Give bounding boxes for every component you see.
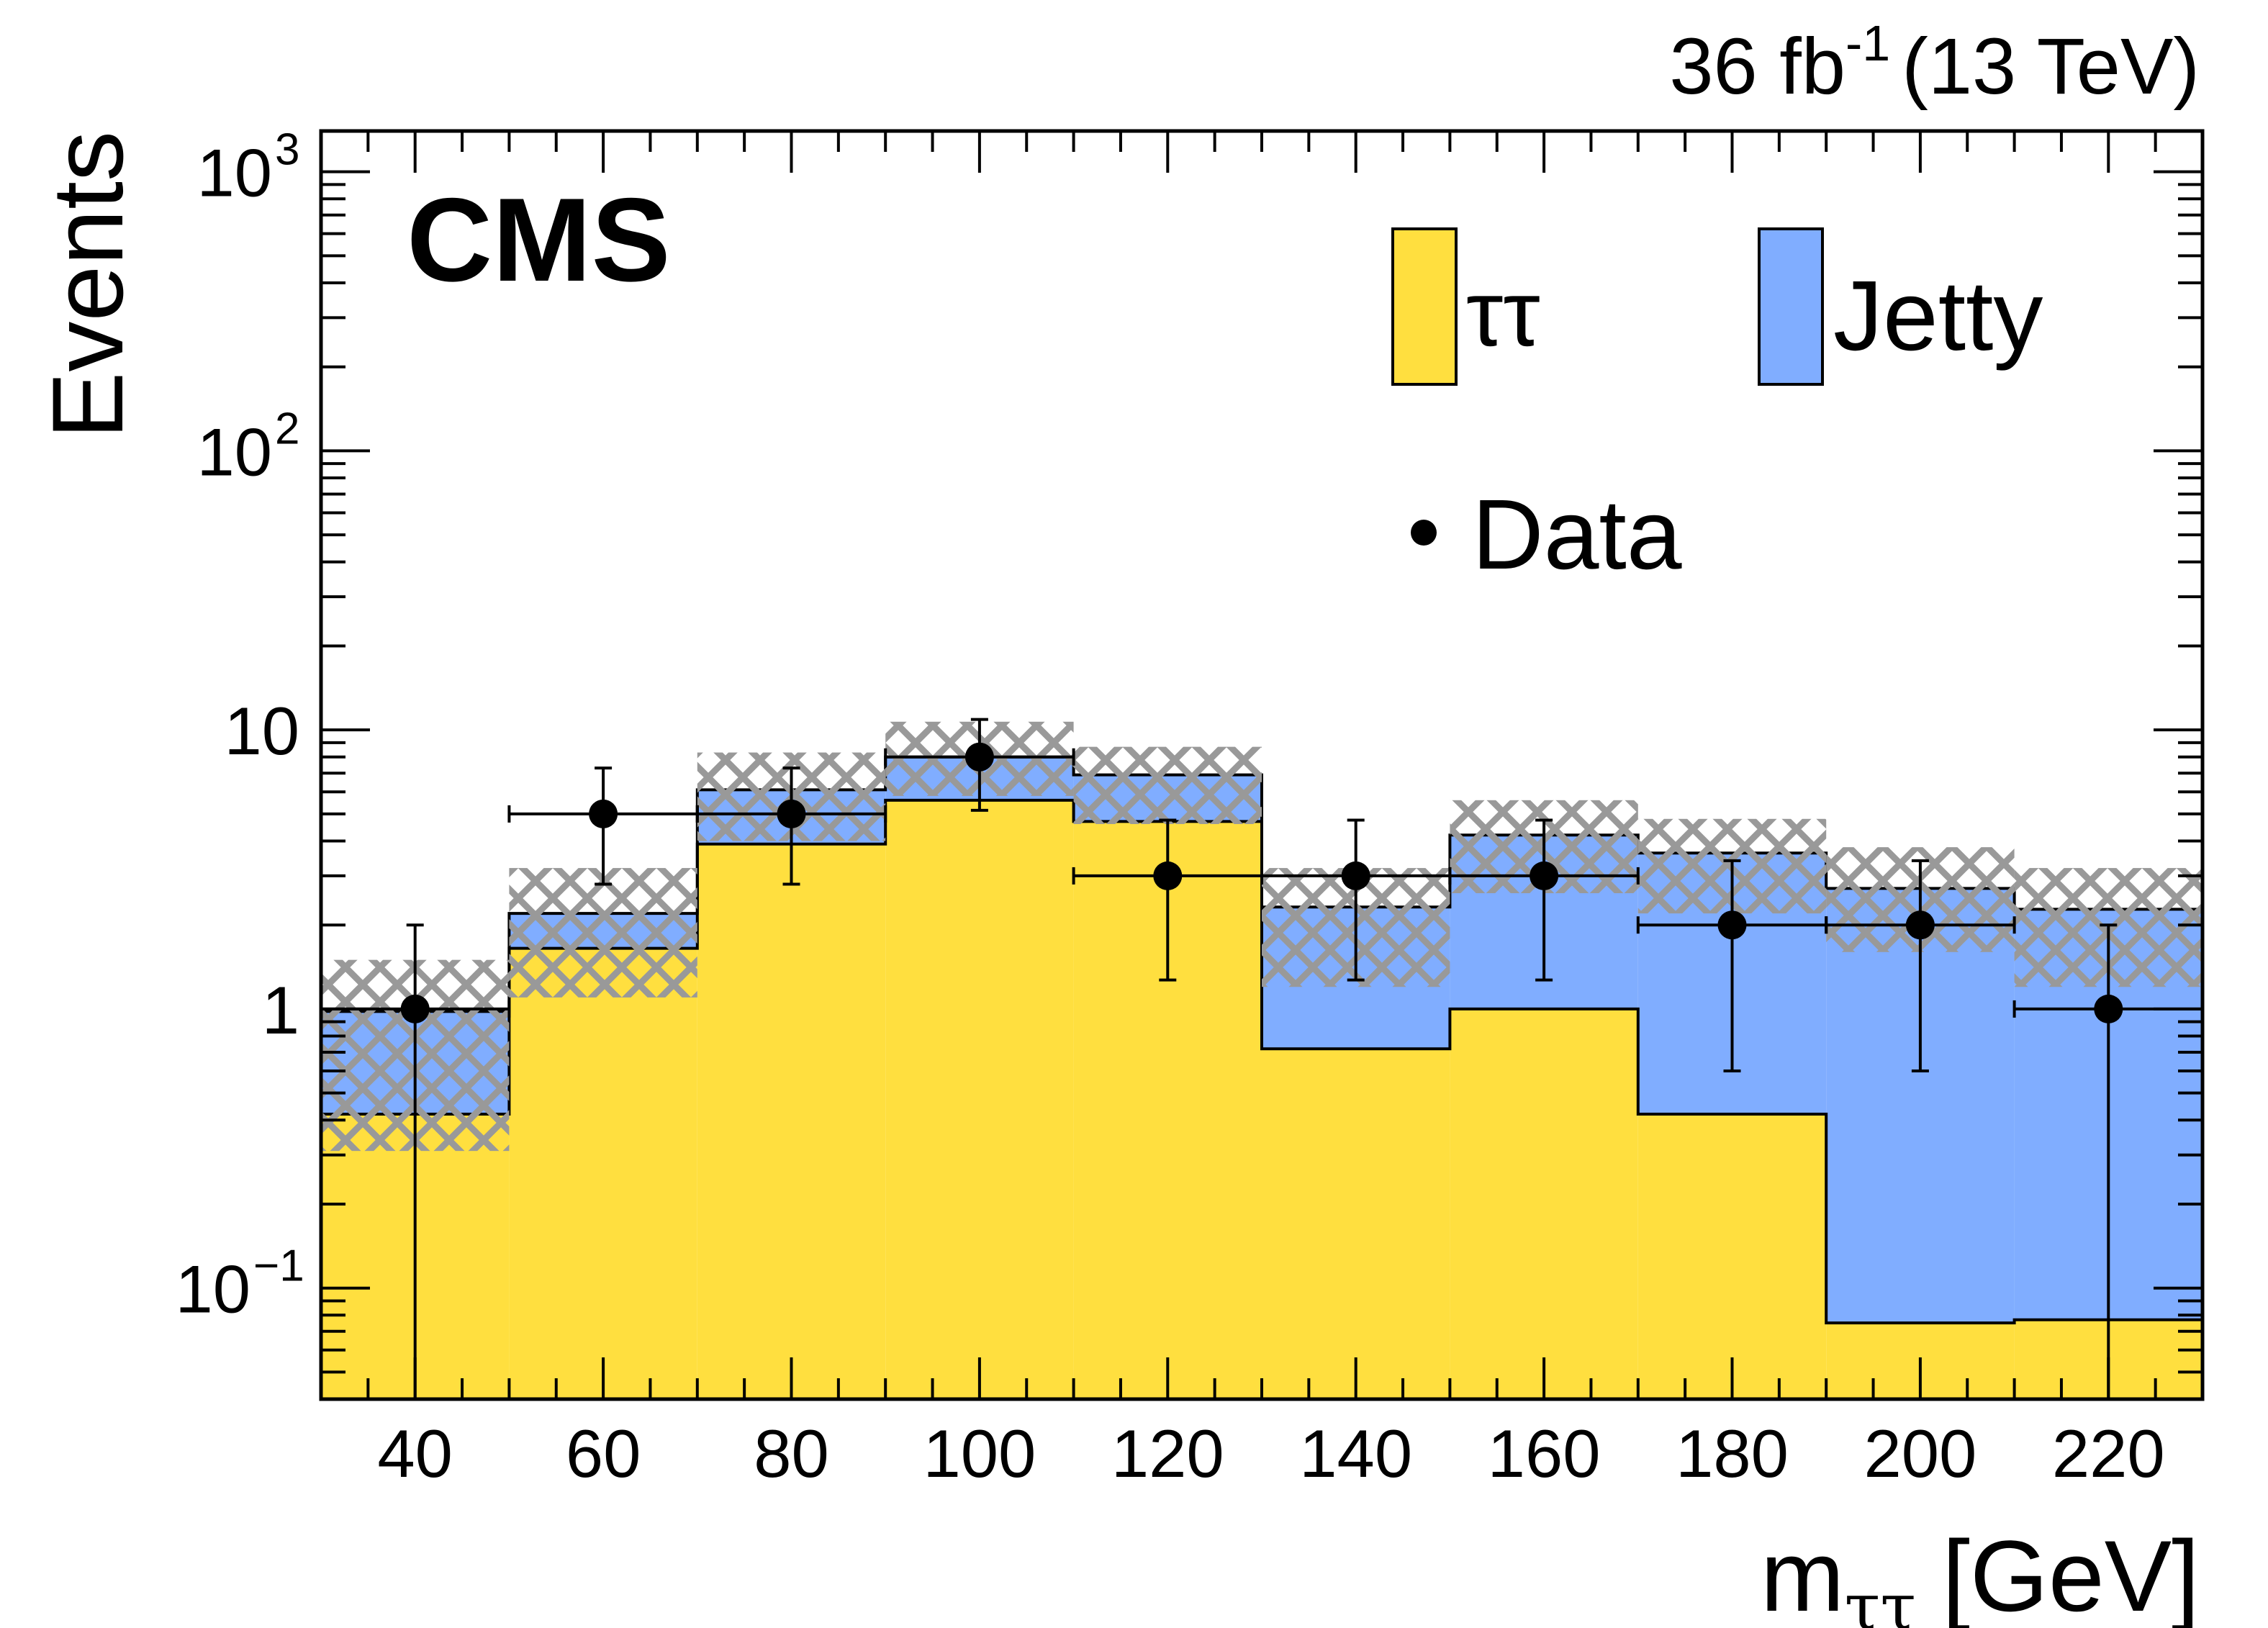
legend-swatch-tautau bbox=[1391, 227, 1458, 386]
lumi-exponent: -1 bbox=[1845, 15, 1890, 71]
axis-ticks bbox=[320, 131, 2204, 1401]
x-tick-label: 40 bbox=[377, 1416, 453, 1491]
x-tick-label: 160 bbox=[1488, 1416, 1601, 1491]
legend-label-data: Data bbox=[1472, 479, 1682, 590]
data-point bbox=[2094, 994, 2123, 1023]
x-tick-label: 200 bbox=[1863, 1416, 1976, 1491]
plot-area bbox=[321, 718, 2203, 1399]
y-tick-exponent: −1 bbox=[253, 1242, 304, 1291]
y-tick-exponent: 2 bbox=[275, 404, 299, 453]
legend: ττ Jetty Data bbox=[1391, 227, 2043, 590]
data-point bbox=[1153, 861, 1183, 890]
x-tick-label: 180 bbox=[1676, 1416, 1789, 1491]
tautau-bar bbox=[1450, 1008, 1638, 1399]
energy-label: (13 TeV) bbox=[1902, 22, 2200, 111]
data-point bbox=[1530, 861, 1559, 890]
lumi-prefix: 36 fb bbox=[1669, 22, 1845, 111]
tautau-bar bbox=[509, 948, 697, 1399]
legend-swatch-jetty bbox=[1758, 227, 1824, 386]
tautau-bar bbox=[697, 844, 886, 1399]
data-point bbox=[777, 799, 806, 828]
x-tick-label: 60 bbox=[566, 1416, 641, 1491]
y-tick-label: 1 bbox=[262, 972, 299, 1048]
x-tick-label: 80 bbox=[754, 1416, 829, 1491]
y-axis-title: Events bbox=[31, 131, 144, 439]
y-tick-label: 10 bbox=[224, 693, 299, 769]
data-point bbox=[1717, 910, 1747, 940]
y-tick-label: 10 bbox=[196, 135, 272, 211]
data-point bbox=[589, 799, 618, 828]
tautau-bar bbox=[885, 800, 1074, 1399]
data-point bbox=[400, 994, 430, 1023]
legend-label-jetty: Jetty bbox=[1833, 261, 2043, 371]
x-tick-label: 100 bbox=[923, 1416, 1036, 1491]
legend-label-tautau: ττ bbox=[1466, 261, 1540, 366]
data-point bbox=[1341, 861, 1370, 890]
uncertainty-band bbox=[1073, 746, 1262, 824]
x-tick-label: 120 bbox=[1111, 1416, 1224, 1491]
data-point bbox=[964, 742, 994, 772]
x-axis-title-subscript: ττ bbox=[1844, 1570, 1916, 1628]
y-tick-label: 10 bbox=[175, 1252, 250, 1327]
experiment-label: CMS bbox=[407, 173, 671, 306]
x-tick-label: 140 bbox=[1299, 1416, 1412, 1491]
y-tick-exponent: 3 bbox=[275, 125, 299, 175]
x-axis-title-unit: [GeV] bbox=[1942, 1519, 2200, 1628]
x-tick-label: 220 bbox=[2052, 1416, 2165, 1491]
y-tick-label: 10 bbox=[196, 414, 272, 489]
x-axis-title-symbol: m bbox=[1761, 1519, 1845, 1628]
x-axis-title: mττ [GeV] bbox=[1761, 1519, 2200, 1628]
lumi-label: 36 fb-1 (13 TeV) bbox=[1669, 15, 2200, 111]
tautau-bar bbox=[1637, 1114, 1827, 1399]
tautau-bar bbox=[1262, 1049, 1450, 1399]
uncertainty-band bbox=[509, 868, 697, 998]
data-point bbox=[1905, 910, 1935, 940]
legend-marker-data bbox=[1411, 520, 1437, 546]
